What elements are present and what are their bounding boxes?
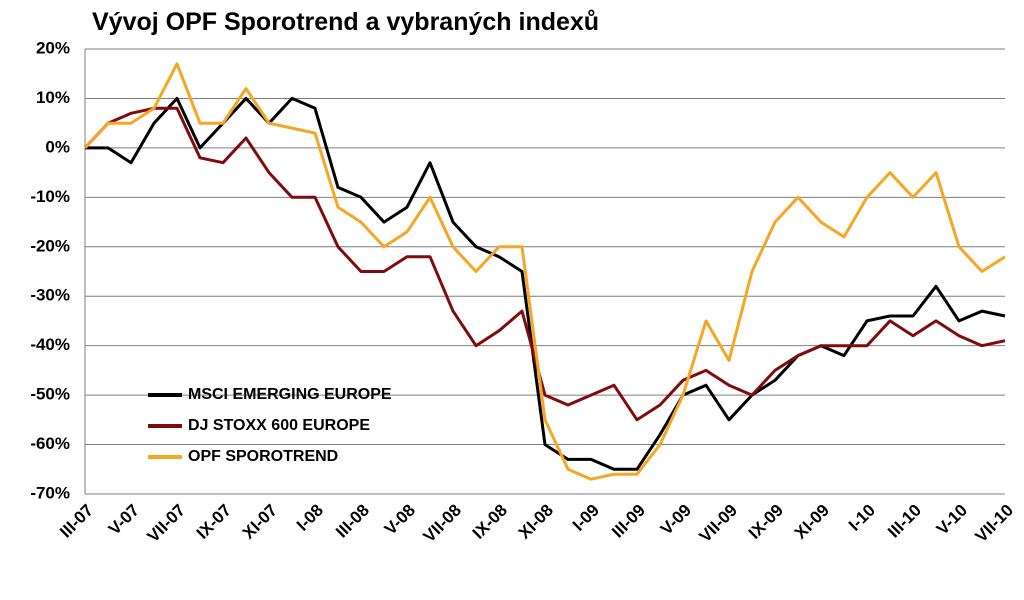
legend-label: MSCI EMERGING EUROPE	[188, 386, 392, 403]
y-tick-label: -60%	[30, 434, 70, 453]
y-tick-label: 10%	[36, 88, 70, 107]
x-tick-label: XI-07	[239, 501, 281, 543]
legend-label: DJ STOXX 600 EUROPE	[188, 417, 370, 434]
y-tick-label: -40%	[30, 335, 70, 354]
x-tick-label: VII-10	[971, 501, 1017, 547]
x-tick-label: V-09	[657, 501, 695, 539]
x-tick-label: I-10	[845, 501, 879, 535]
y-tick-label: -30%	[30, 286, 70, 305]
x-tick-label: III-07	[56, 501, 97, 542]
legend-label: OPF SPOROTREND	[188, 448, 338, 465]
y-tick-label: 0%	[45, 137, 70, 156]
chart-title: Vývoj OPF Sporotrend a vybraných indexů	[92, 8, 599, 36]
x-tick-label: XI-08	[515, 501, 557, 543]
x-tick-label: VII-07	[143, 501, 189, 547]
y-tick-label: -70%	[30, 483, 70, 502]
x-tick-label: III-09	[608, 501, 649, 542]
y-tick-label: 20%	[36, 38, 70, 57]
x-tick-label: IX-09	[745, 501, 787, 543]
series-line	[85, 96, 1006, 471]
y-tick-label: -10%	[30, 187, 70, 206]
x-tick-label: V-10	[933, 501, 971, 539]
series-line	[83, 62, 1006, 481]
x-tick-label: VII-09	[695, 501, 741, 547]
y-tick-label: -50%	[30, 385, 70, 404]
x-tick-label: I-09	[569, 501, 603, 535]
x-tick-label: XI-09	[791, 501, 833, 543]
x-tick-label: V-07	[105, 501, 143, 539]
series-line	[83, 106, 1006, 422]
x-tick-label: I-08	[293, 501, 327, 535]
x-tick-label: IX-07	[193, 501, 235, 543]
x-tick-label: III-08	[332, 501, 373, 542]
x-tick-label: III-10	[884, 501, 925, 542]
x-tick-label: VII-08	[419, 501, 465, 547]
y-tick-label: -20%	[30, 236, 70, 255]
x-tick-label: V-08	[381, 501, 419, 539]
x-tick-label: IX-08	[469, 501, 511, 543]
